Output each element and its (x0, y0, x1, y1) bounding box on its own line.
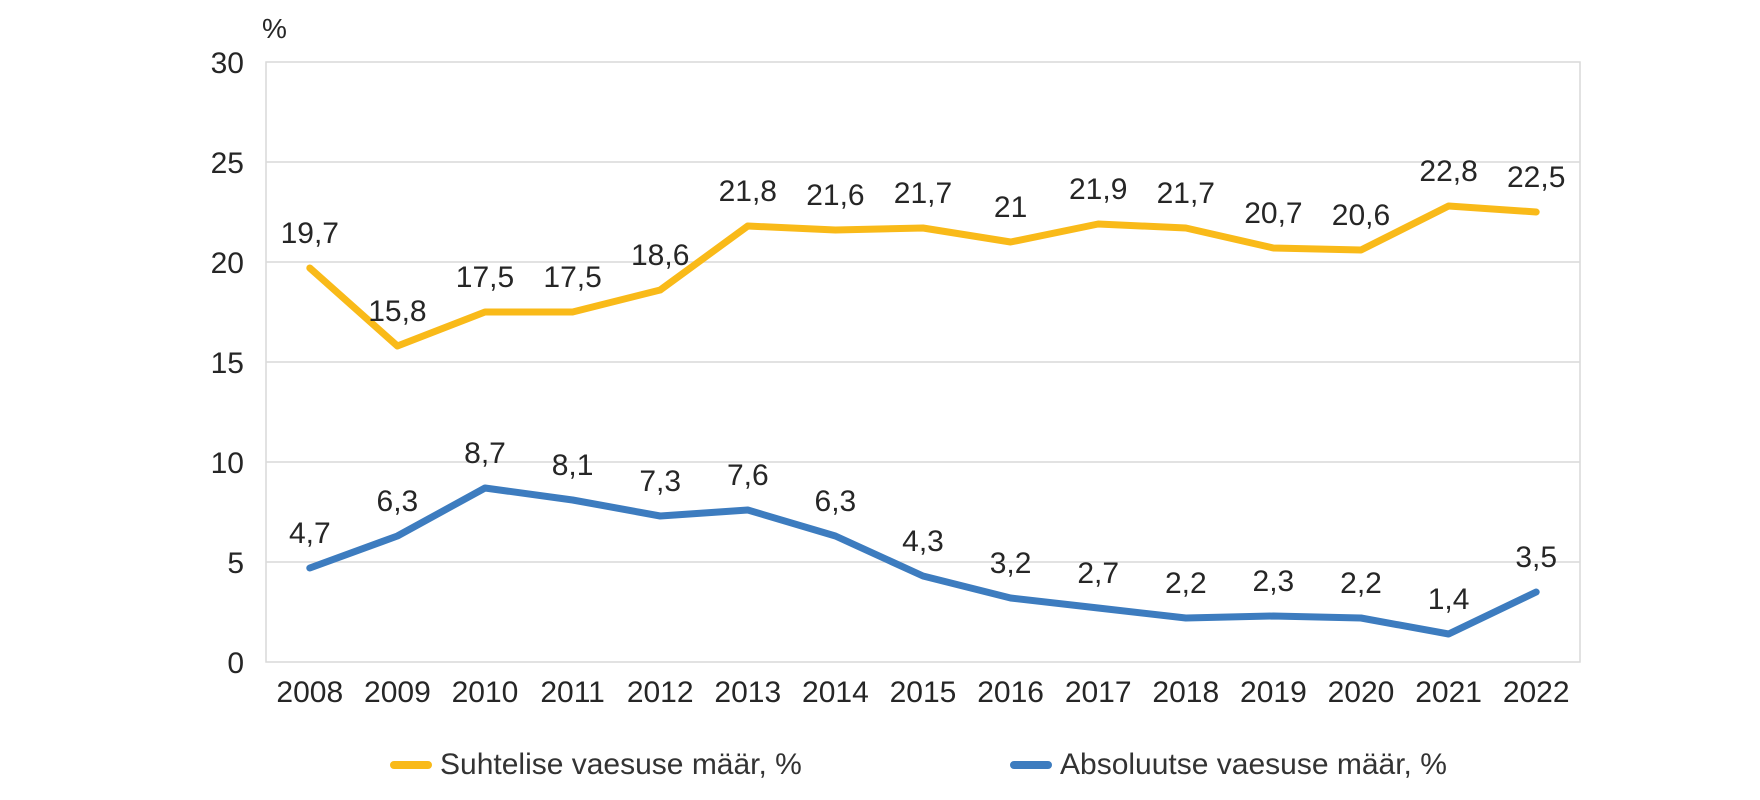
x-tick-label-2011: 2011 (540, 676, 605, 709)
x-tick-label-2016: 2016 (977, 676, 1044, 709)
data-label-series0-2019: 20,7 (1244, 197, 1302, 230)
legend-label-absolute-poverty: Absoluutse vaesuse määr, % (1060, 748, 1447, 781)
data-label-series1-2020: 2,2 (1340, 567, 1382, 600)
data-label-series1-2008: 4,7 (289, 517, 331, 550)
y-tick-label-30: 30 (211, 47, 244, 80)
legend-swatch-blue-line-icon (1010, 761, 1052, 769)
data-label-series1-2012: 7,3 (639, 465, 681, 498)
data-label-series1-2015: 4,3 (902, 525, 944, 558)
x-tick-label-2015: 2015 (890, 676, 957, 709)
y-tick-label-10: 10 (211, 447, 244, 480)
y-axis-unit-label: % (262, 13, 287, 44)
y-tick-label-0: 0 (227, 647, 244, 680)
x-tick-label-2021: 2021 (1415, 676, 1482, 709)
y-tick-label-25: 25 (211, 147, 244, 180)
data-label-series0-2008: 19,7 (281, 217, 339, 250)
data-label-series1-2013: 7,6 (727, 459, 769, 492)
series-line-0 (306, 202, 1540, 350)
legend-label-relative-poverty: Suhtelise vaesuse määr, % (440, 748, 802, 781)
legend-item-relative-poverty[interactable]: Suhtelise vaesuse määr, % (390, 750, 802, 780)
data-label-series0-2018: 21,7 (1157, 177, 1215, 210)
x-tick-label-2008: 2008 (276, 676, 343, 709)
x-tick-label-2018: 2018 (1152, 676, 1219, 709)
data-label-series1-2011: 8,1 (552, 449, 594, 482)
data-label-series1-2009: 6,3 (377, 485, 419, 518)
legend-item-absolute-poverty[interactable]: Absoluutse vaesuse määr, % (1010, 750, 1447, 780)
data-label-series0-2014: 21,6 (806, 179, 864, 212)
y-tick-label-15: 15 (211, 347, 244, 380)
data-label-series1-2018: 2,2 (1165, 567, 1207, 600)
x-tick-label-2012: 2012 (627, 676, 694, 709)
legend-swatch-yellow-line-icon (390, 761, 432, 769)
y-tick-label-5: 5 (227, 547, 244, 580)
data-label-series0-2012: 18,6 (631, 239, 689, 272)
x-tick-label-2020: 2020 (1328, 676, 1395, 709)
data-label-series1-2019: 2,3 (1253, 565, 1295, 598)
data-label-series0-2022: 22,5 (1507, 161, 1565, 194)
data-label-series0-2017: 21,9 (1069, 173, 1127, 206)
data-label-series0-2021: 22,8 (1419, 155, 1477, 188)
x-tick-label-2010: 2010 (452, 676, 519, 709)
data-label-series1-2010: 8,7 (464, 437, 506, 470)
data-label-series0-2015: 21,7 (894, 177, 952, 210)
data-label-series0-2010: 17,5 (456, 261, 514, 294)
chart-legend: Suhtelise vaesuse määr, % Absoluutse vae… (0, 742, 1760, 788)
x-tick-label-2017: 2017 (1065, 676, 1132, 709)
series-line-1 (306, 484, 1540, 638)
data-label-series0-2009: 15,8 (368, 295, 426, 328)
y-tick-label-20: 20 (211, 247, 244, 280)
line-chart: 0 5 10 15 20 25 30% 2008 2009 2010 2011 2012 2013 201… (211, 13, 1581, 709)
x-tick-label-2009: 2009 (364, 676, 431, 709)
data-label-series1-2021: 1,4 (1428, 583, 1470, 616)
x-tick-label-2013: 2013 (714, 676, 781, 709)
data-label-series0-2013: 21,8 (719, 175, 777, 208)
data-label-series0-2016: 21 (994, 191, 1027, 224)
x-tick-label-2014: 2014 (802, 676, 869, 709)
data-label-series1-2022: 3,5 (1515, 541, 1557, 574)
x-tick-label-2019: 2019 (1240, 676, 1307, 709)
data-label-series0-2020: 20,6 (1332, 199, 1390, 232)
data-label-series1-2017: 2,7 (1077, 557, 1119, 590)
data-label-series0-2011: 17,5 (543, 261, 601, 294)
x-tick-label-2022: 2022 (1503, 676, 1570, 709)
data-label-series1-2016: 3,2 (990, 547, 1032, 580)
data-label-series1-2014: 6,3 (815, 485, 857, 518)
